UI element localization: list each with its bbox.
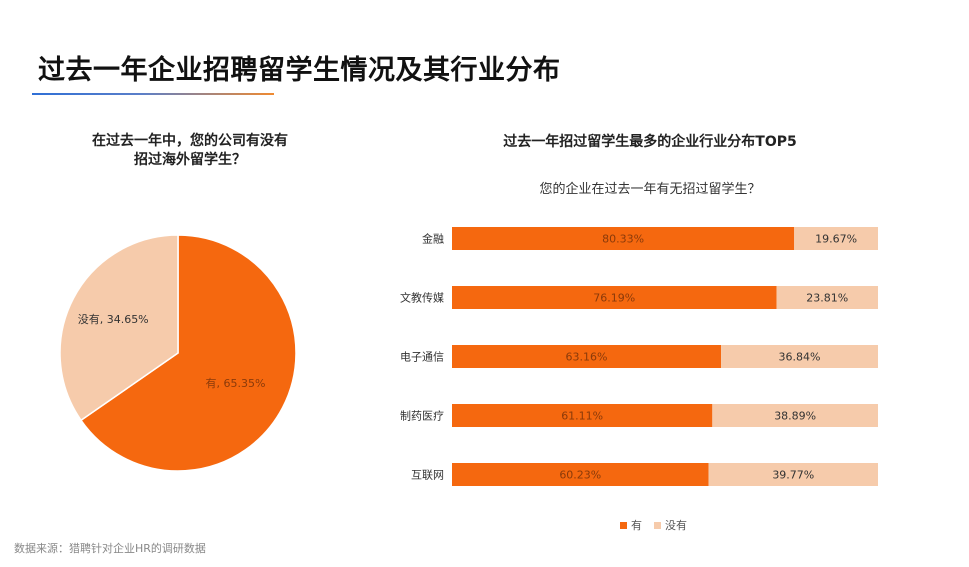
page-title: 过去一年企业招聘留学生情况及其行业分布 (38, 55, 561, 86)
data-label-no: 39.77% (772, 469, 814, 482)
bar-segment-yes (452, 227, 795, 250)
legend-item-no: 没有 (654, 517, 687, 533)
category-label: 电子通信 (400, 351, 444, 364)
pie-chart-title-line2: 招过海外留学生？ (134, 152, 246, 168)
category-label: 金融 (422, 232, 444, 246)
bar-chart-title: 过去一年招过留学生最多的企业行业分布TOP5 (503, 134, 797, 150)
bar-segment-yes (452, 463, 709, 486)
bar-segment-yes (452, 404, 713, 427)
data-label-yes: 61.11% (561, 410, 603, 423)
legend-swatch-yes (620, 521, 627, 529)
pie-chart: 有, 65.35% 没有, 34.65% (59, 234, 297, 472)
pie-slice-yes (79, 234, 297, 472)
bar-segment-yes (452, 345, 722, 368)
data-label-no: 19.67% (815, 233, 857, 246)
data-label-yes: 76.19% (593, 292, 635, 305)
data-label-no: 38.89% (774, 410, 816, 423)
bar-segment-no (712, 404, 878, 427)
title-underline (32, 93, 274, 95)
category-label: 文教传媒 (400, 291, 444, 305)
data-source-note: 数据来源：猎聘针对企业HR的调研数据 (14, 542, 206, 555)
bar-segment-no (721, 345, 878, 368)
bar-segment-no (708, 463, 878, 486)
legend-swatch-no (654, 521, 661, 529)
bar-chart-legend: 有 没有 (620, 517, 693, 533)
pie-label-no: 没有, 34.65% (78, 312, 149, 326)
legend-label-no: 没有 (665, 519, 687, 532)
legend-item-yes: 有 (620, 517, 642, 533)
bar-chart-subtitle: 您的企业在过去一年有无招过留学生？ (539, 182, 761, 197)
category-label: 制药医疗 (400, 409, 444, 423)
pie-label-yes: 有, 65.35% (206, 376, 266, 390)
stacked-bar-chart: 金融 80.33% 19.67% 文教传媒 76.19% 23.81% 电子通信 63.16%… (400, 227, 878, 486)
data-label-yes: 80.33% (602, 233, 644, 246)
pie-slice-no (59, 234, 179, 422)
data-label-no: 23.81% (806, 292, 848, 305)
data-label-yes: 63.16% (566, 351, 608, 364)
bar-segment-yes (452, 286, 777, 309)
bar-segment-no (776, 286, 878, 309)
legend-label-yes: 有 (631, 519, 642, 532)
data-label-yes: 60.23% (559, 469, 601, 482)
data-label-no: 36.84% (779, 351, 821, 364)
pie-chart-title-line1: 在过去一年中，您的公司有没有 (92, 133, 288, 149)
category-label: 互联网 (411, 469, 444, 482)
bar-segment-no (794, 227, 878, 250)
